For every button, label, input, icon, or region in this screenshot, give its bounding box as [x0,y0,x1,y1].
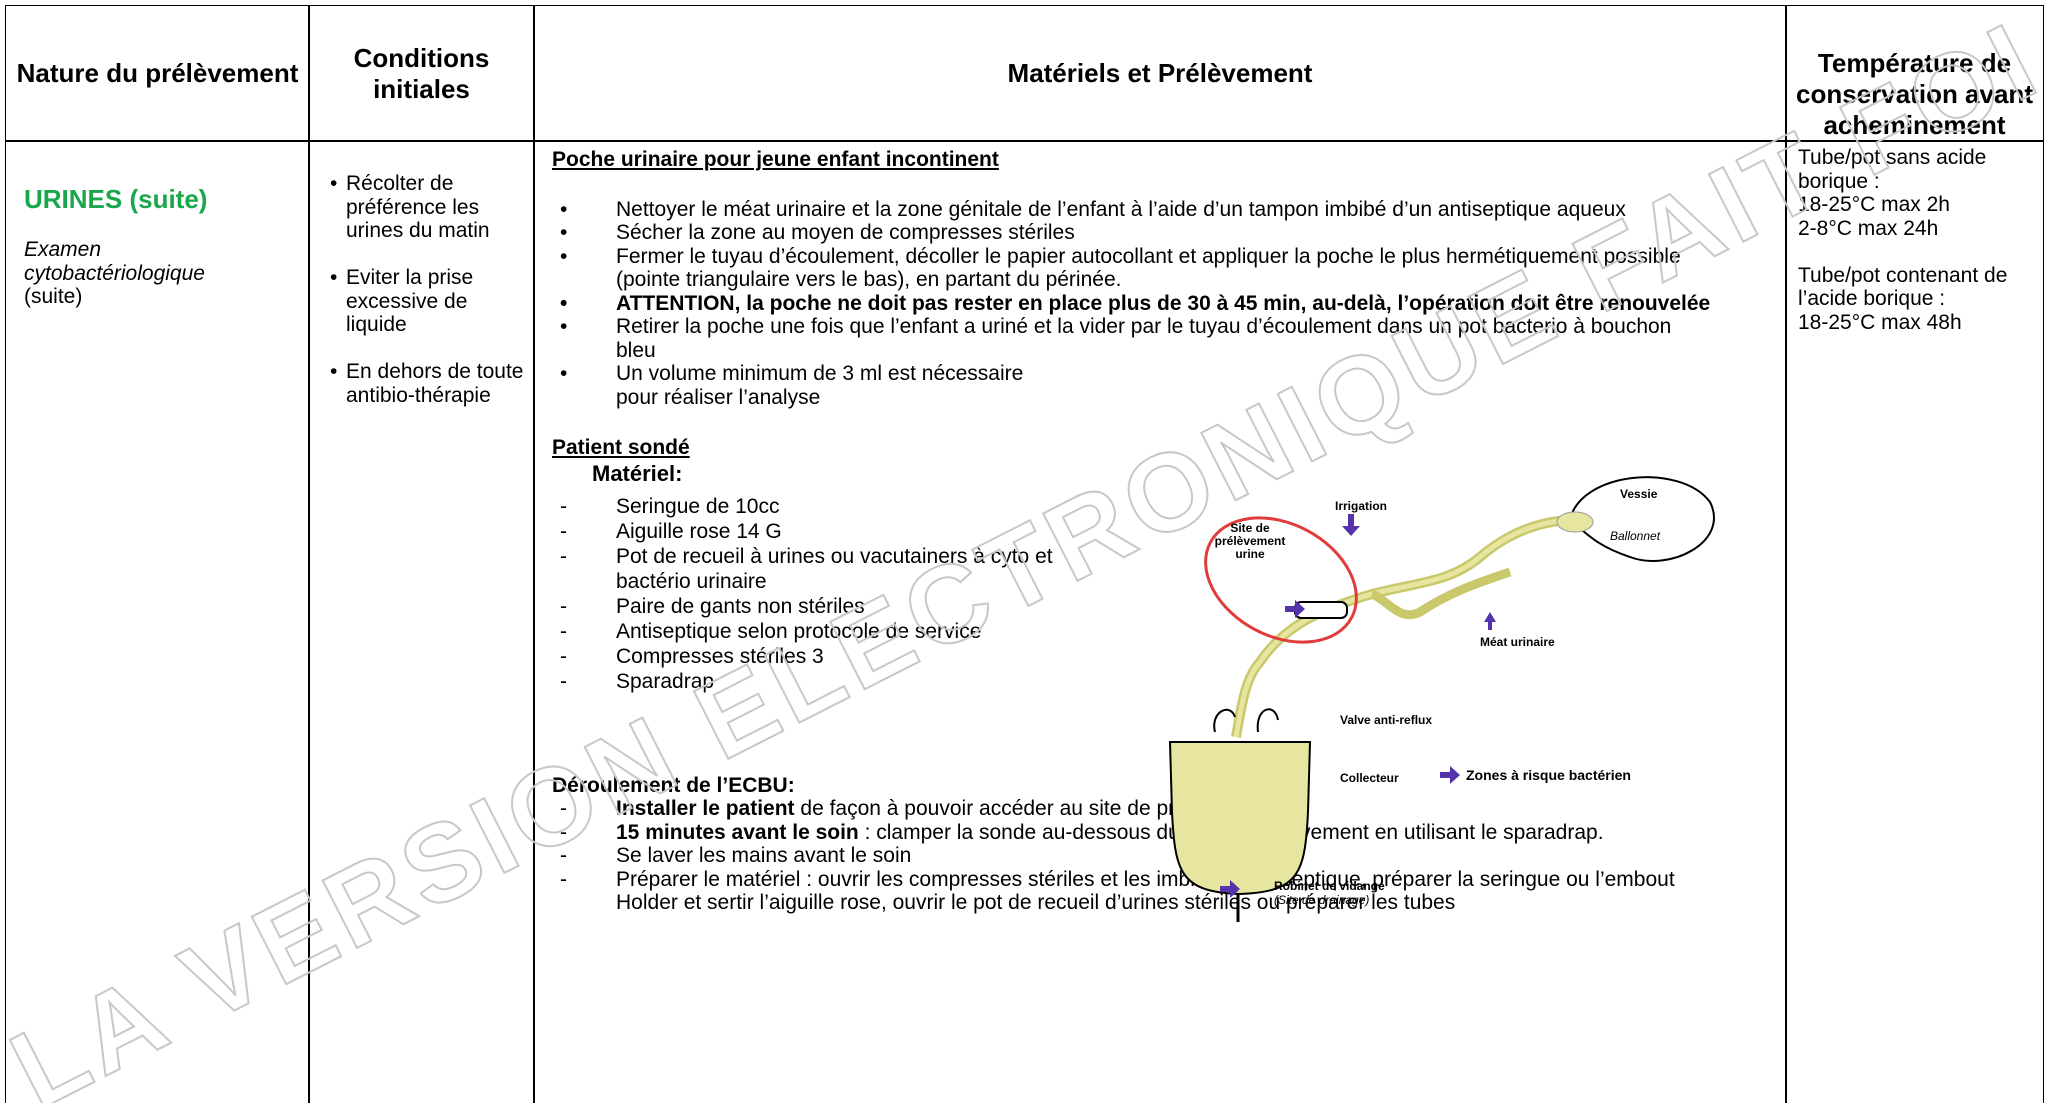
label: Tube/pot sans acide borique : [1798,146,1987,193]
figure-label: Collecteur [1340,771,1399,785]
arrow [1220,880,1240,898]
subtitle: Examen cytobactériologique [24,238,205,285]
figure-label: Ballonnet [1610,529,1661,543]
cell [308,140,535,1103]
arrow [1484,612,1496,630]
arrow [1440,766,1460,784]
condition: Eviter la prise excessive de liquide [330,266,530,337]
list-item: Retirer la poche une fois que l’enfant a… [552,315,1716,362]
header-text: Nature du prélèvement [16,58,299,88]
list-item: Se laver les mains avant le soin [552,844,1716,868]
header-text: Conditions initiales [353,42,490,104]
nature: URINES (suite) Examen cytobactériologiqu… [24,184,304,309]
figure-label: Robinet de vidange [1274,879,1385,893]
list-item: Sparadrap [552,669,1777,694]
figure-label-line: prélèvement [1215,534,1286,548]
list-item: Nettoyer le méat urinaire et la zone gén… [552,198,1716,222]
text: Préparer le matériel : ouvrir les compre… [616,867,1675,915]
list-item: Préparer le matériel : ouvrir les compre… [552,868,1716,915]
arrow [1285,600,1305,618]
collector-bag [1168,741,1312,896]
bladder [1568,476,1715,562]
section-title: URINES (suite) [24,184,208,214]
list-item: Antiseptique selon protocole de service [552,619,1777,644]
text: de façon à pouvoir accéder au site de pr… [794,797,1278,820]
tube [1369,567,1512,620]
figure-label: Site de [1230,521,1270,535]
bold-text: Installer le patient [616,797,795,820]
note: (suite) [24,285,83,308]
heading: Patient sondé [552,436,690,459]
temperature-block: Tube/pot sans acide borique :18-25°C max… [1798,146,2038,240]
list-item: Installer le patient de façon à pouvoir … [552,797,1716,821]
line: 2-8°C max 24h [1798,216,1939,240]
list-item: Paire de gants non stériles [552,594,1777,619]
catheter-figure: Site de prélèvement urine Irrigation Vessi… [1168,476,1715,922]
temperature: Tube/pot sans acide borique :18-25°C max… [1798,146,2038,334]
temperature-block: Tube/pot contenant de l’acide borique :1… [1798,264,2038,335]
conditions: Récolter de préférence les urines du mat… [330,172,530,431]
label: Tube/pot contenant de l’acide borique : [1798,263,2008,311]
figure-label-line: urine [1235,547,1265,561]
text: Se laver les mains avant le soin [616,844,912,867]
list-item: Pot de recueil à urines ou vacutainers à… [552,544,1056,594]
cell [533,140,1787,1103]
list: Seringue de 10ccAiguille rose 14 GPot de… [552,494,1777,694]
condition: Récolter de préférence les urines du mat… [330,172,530,243]
heading: Poche urinaire pour jeune enfant inconti… [552,148,999,171]
line: 18-25°C max 2h [1798,193,1950,216]
header-text: Matériels et Prélèvement [1007,58,1313,88]
bold-text: 15 minutes avant le soin [616,820,859,844]
header-cell: Matériels et Prélèvement [533,5,1787,142]
figure-label: Valve anti-reflux [1340,713,1432,727]
balloon [1556,511,1594,533]
header-cell: Température de conservation avant achemi… [1785,5,2044,142]
cell [5,140,310,1103]
figure-label: Méat urinaire [1480,635,1555,649]
figure-label: Zones à risque bactérien [1466,767,1631,783]
figure-label: Vessie [1620,487,1658,501]
list-item: Un volume minimum de 3 ml est nécessaire… [552,362,1046,409]
risk-circle [1204,516,1358,644]
heading: Déroulement de l’ECBU: [552,773,795,797]
list-item: ATTENTION, la poche ne doit pas rester e… [552,292,1716,316]
list-item: Seringue de 10cc [552,494,1777,519]
subheading: Matériel: [592,460,683,486]
line: 18-25°C max 48h [1798,310,1962,334]
arrow [1342,514,1360,536]
header-cell: Nature du prélèvement [5,5,310,142]
condition: En dehors de toute antibio-thérapie [330,360,530,407]
hook [1213,708,1279,733]
figure-label: (Site de drainage) [1274,893,1369,907]
figure-label: Site de prélèvement urine [1215,521,1286,561]
header-cell: Conditions initiales [308,5,535,142]
tube [1231,515,1571,738]
list-item: Aiguille rose 14 G [552,519,1777,544]
list: Nettoyer le méat urinaire et la zone gén… [552,198,1777,410]
list-item: Fermer le tuyau d’écoulement, décoller l… [552,245,1716,292]
figure-label: Irrigation [1335,499,1387,513]
list-item: Compresses stériles 3 [552,644,1777,669]
header-text: Température de conservation avant achemi… [1796,48,2033,140]
cell [1785,140,2044,1103]
list-item: Sécher la zone au moyen de compresses st… [552,221,1716,245]
